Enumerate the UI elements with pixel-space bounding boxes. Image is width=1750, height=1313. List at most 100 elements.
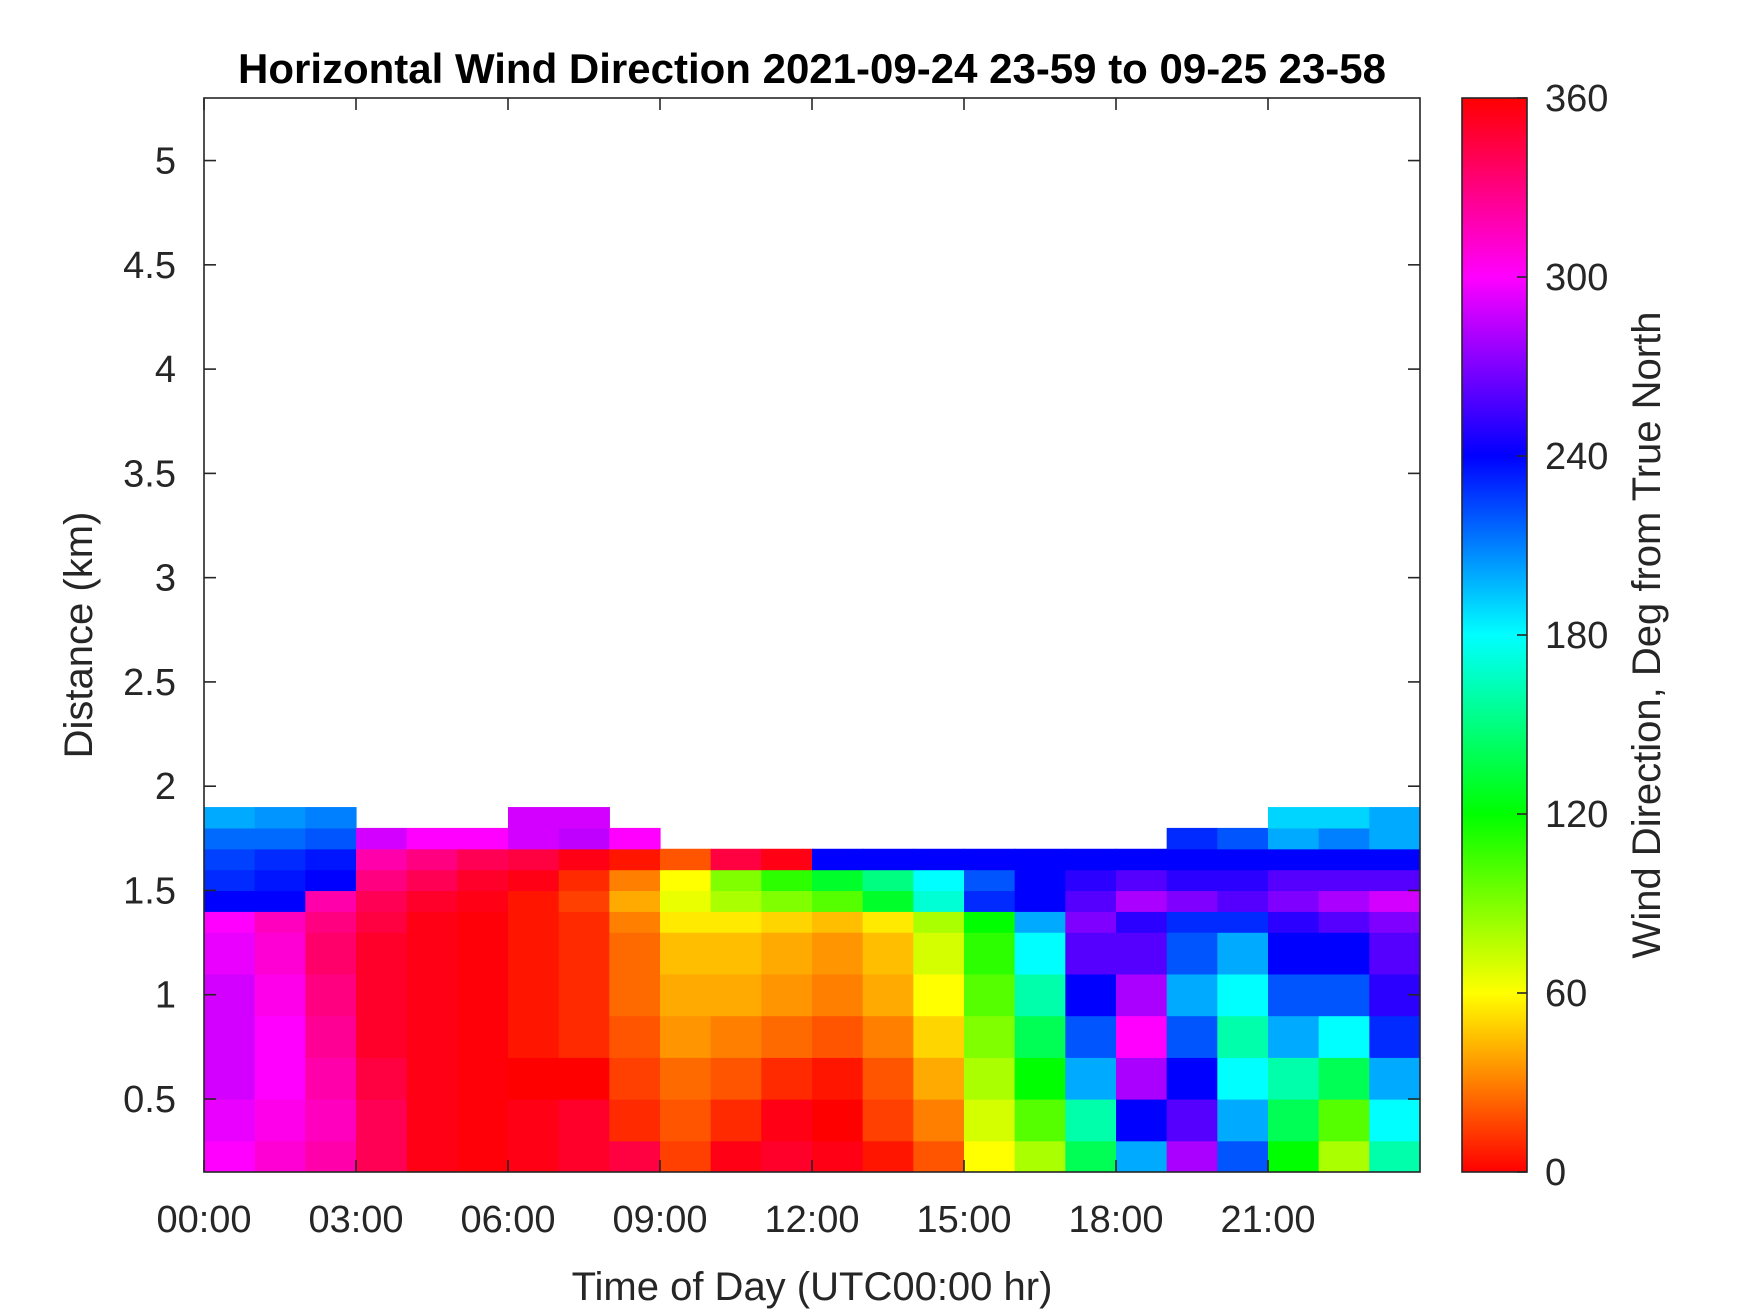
heatmap-cell (1318, 827, 1370, 850)
heatmap-cell (913, 1140, 965, 1172)
heatmap-cell (406, 911, 458, 933)
heatmap-cell (812, 890, 864, 912)
heatmap-cell (761, 1057, 813, 1100)
heatmap-cell (710, 932, 762, 975)
heatmap-cell (305, 890, 357, 912)
heatmap-cell (812, 911, 864, 933)
heatmap-cell (1268, 869, 1320, 892)
heatmap-cell (305, 911, 357, 933)
heatmap-cell (204, 869, 256, 892)
heatmap-cell (1014, 973, 1066, 1017)
y-tick-label: 0.5 (123, 1079, 176, 1121)
heatmap-cell (1166, 1015, 1218, 1058)
heatmap-cell (1369, 1099, 1420, 1142)
heatmap-cell (1268, 932, 1320, 975)
heatmap-cell (1116, 890, 1168, 912)
heatmap-cell (508, 869, 560, 892)
heatmap-cell (1217, 911, 1269, 933)
heatmap-cell (1369, 869, 1420, 892)
heatmap-cell (204, 827, 256, 850)
heatmap-cell (761, 1099, 813, 1142)
heatmap-cell (1217, 1140, 1269, 1172)
heatmap-cell (964, 1099, 1016, 1142)
heatmap-cell (1369, 911, 1420, 933)
heatmap-cell (913, 848, 965, 871)
chart-title: Horizontal Wind Direction 2021-09-24 23-… (238, 45, 1386, 92)
heatmap-cell (1065, 1099, 1117, 1142)
heatmap-cell (660, 890, 712, 912)
heatmap-cell (457, 869, 509, 892)
heatmap-cell (254, 807, 306, 829)
heatmap-cell (356, 1057, 408, 1100)
heatmap-cell (356, 1099, 408, 1142)
heatmap-cell (1116, 1099, 1168, 1142)
heatmap-cell (1268, 911, 1320, 933)
heatmap-cell (406, 848, 458, 871)
heatmap-cell (305, 807, 357, 829)
heatmap-cell (558, 890, 610, 912)
heatmap-cell (761, 848, 813, 871)
heatmap-cell (964, 911, 1016, 933)
heatmap-cell (862, 932, 914, 975)
colorbar-tick-label: 360 (1545, 78, 1608, 120)
heatmap-cell (457, 827, 509, 850)
heatmap-cell (1217, 1099, 1269, 1142)
heatmap-cell (204, 1057, 256, 1100)
heatmap-cell (710, 1015, 762, 1058)
heatmap-cell (1268, 1140, 1320, 1172)
heatmap-cell (710, 973, 762, 1017)
heatmap-cell (761, 911, 813, 933)
heatmap-cell (558, 827, 610, 850)
heatmap-cell (508, 848, 560, 871)
heatmap-cell (1318, 1015, 1370, 1058)
heatmap-cell (356, 869, 408, 892)
heatmap-cell (1217, 973, 1269, 1017)
heatmap-cell (406, 1140, 458, 1172)
heatmap-cell (204, 848, 256, 871)
heatmap-cell (558, 932, 610, 975)
heatmap-cell (1166, 932, 1218, 975)
heatmap-cell (1318, 807, 1370, 829)
y-tick-label: 4.5 (123, 245, 176, 287)
y-tick-label: 3 (155, 558, 176, 600)
heatmap-cell (1166, 1099, 1218, 1142)
heatmap-cell (457, 890, 509, 912)
heatmap-cell (1116, 932, 1168, 975)
heatmap-cell (1318, 932, 1370, 975)
heatmap-cell (1217, 1057, 1269, 1100)
heatmap-cell (1318, 1099, 1370, 1142)
heatmap-cell (558, 1099, 610, 1142)
heatmap-cell (1369, 1057, 1420, 1100)
heatmap-cell (913, 973, 965, 1017)
heatmap-cell (457, 848, 509, 871)
heatmap-cell (761, 1140, 813, 1172)
heatmap-cell (1166, 827, 1218, 850)
heatmap-cell (356, 827, 408, 850)
heatmap-cell (204, 1015, 256, 1058)
heatmap-cell (508, 973, 560, 1017)
y-axis: 0.5 1 1.5 2 2.5 3 3.5 4 4.5 5 (123, 141, 1420, 1121)
heatmap-cell (609, 869, 661, 892)
heatmap-cell (609, 1140, 661, 1172)
heatmap-cell (356, 1140, 408, 1172)
heatmap-cell (508, 827, 560, 850)
heatmap-cell (913, 869, 965, 892)
heatmap-cell (862, 869, 914, 892)
heatmap-cell (1217, 890, 1269, 912)
heatmap-cell (1318, 890, 1370, 912)
heatmap-cell (812, 1015, 864, 1058)
heatmap-cell (1166, 848, 1218, 871)
heatmap-cell (913, 911, 965, 933)
heatmap-cell (406, 1099, 458, 1142)
heatmap-cell (204, 807, 256, 829)
heatmap-cell (406, 827, 458, 850)
colorbar (1462, 98, 1527, 1172)
y-tick-label: 5 (155, 141, 176, 183)
heatmap-cell (964, 848, 1016, 871)
heatmap-cell (406, 932, 458, 975)
heatmap-cell (913, 1015, 965, 1058)
heatmap-cell (305, 848, 357, 871)
heatmap-cell (356, 1015, 408, 1058)
heatmap-cell (254, 932, 306, 975)
heatmap-cell (660, 1015, 712, 1058)
